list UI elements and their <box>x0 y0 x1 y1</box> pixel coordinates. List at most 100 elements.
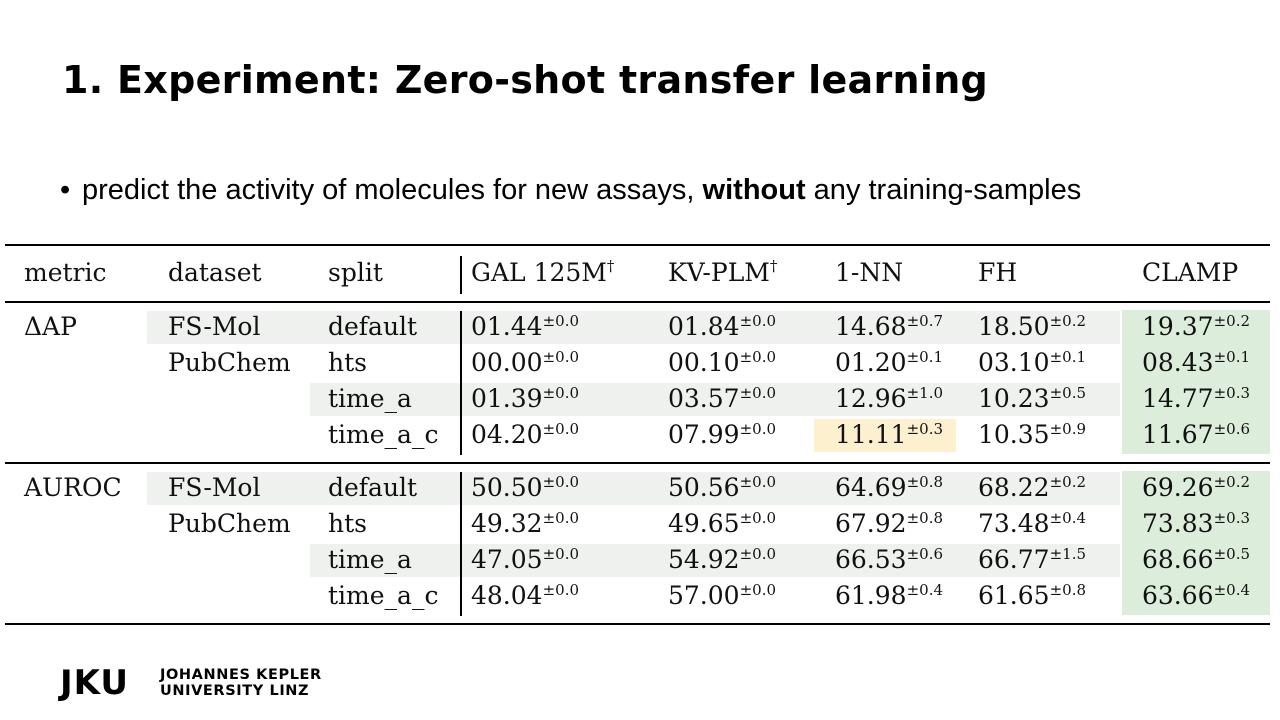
header-fh: FH <box>978 258 1018 287</box>
value-kvplm: 57.00±0.0 <box>668 581 776 614</box>
split-label: hts <box>328 348 367 377</box>
value-main: 61.65 <box>978 581 1050 610</box>
row-shade-0-0 <box>147 311 460 344</box>
split-label: time_a <box>328 545 412 574</box>
value-gal: 00.00±0.0 <box>471 348 579 381</box>
table-header-separator <box>460 256 462 294</box>
value-main: 03.10 <box>978 348 1050 377</box>
jku-logo-line2: UNIVERSITY LINZ <box>160 683 310 699</box>
value-std: ±0.3 <box>1213 384 1251 402</box>
value-gal: 49.32±0.0 <box>471 509 579 542</box>
value-std: ±0.5 <box>1049 384 1087 402</box>
split-label: default <box>328 312 418 341</box>
table-group1-separator <box>460 311 462 455</box>
split-label: time_a_c <box>328 420 439 449</box>
metric-label: AUROC <box>24 473 122 502</box>
value-main: 08.43 <box>1142 348 1214 377</box>
value-std: ±0.0 <box>542 348 580 366</box>
value-std: ±0.8 <box>906 509 944 527</box>
value-gal: 50.50±0.0 <box>471 473 579 506</box>
bullet-text-before: predict the activity of molecules for ne… <box>82 174 703 206</box>
value-main: 11.11 <box>835 420 907 449</box>
value-std: ±0.0 <box>739 581 777 599</box>
value-main: 68.22 <box>978 473 1050 502</box>
value-std: ±1.0 <box>906 384 944 402</box>
header-clamp: CLAMP <box>1142 258 1239 287</box>
value-clamp: 63.66±0.4 <box>1142 581 1250 614</box>
value-nn: 64.69±0.8 <box>835 473 943 506</box>
value-gal: 48.04±0.0 <box>471 581 579 614</box>
value-kvplm: 01.84±0.0 <box>668 312 776 345</box>
value-main: 07.99 <box>668 420 740 449</box>
value-main: 63.66 <box>1142 581 1214 610</box>
value-main: 49.32 <box>471 509 543 538</box>
value-nn: 61.98±0.4 <box>835 581 943 614</box>
value-main: 10.35 <box>978 420 1050 449</box>
value-std: ±0.0 <box>542 581 580 599</box>
jku-logo-line1: JOHANNES KEPLER <box>160 667 322 683</box>
value-main: 03.57 <box>668 384 740 413</box>
metric-label: ΔAP <box>24 312 77 341</box>
dataset-label: PubChem <box>168 509 291 538</box>
dataset-label: PubChem <box>168 348 291 377</box>
value-std: ±0.9 <box>1049 420 1087 438</box>
table-bottom-rule <box>5 623 1270 625</box>
table-header-rule <box>5 301 1270 303</box>
value-nn: 67.92±0.8 <box>835 509 943 542</box>
value-std: ±0.1 <box>1213 348 1251 366</box>
value-nn: 12.96±1.0 <box>835 384 943 417</box>
value-nn: 11.11±0.3 <box>835 420 943 453</box>
slide-title: 1. Experiment: Zero-shot transfer learni… <box>62 58 989 102</box>
bullet-point: • predict the activity of molecules for n… <box>60 174 1081 207</box>
value-clamp: 68.66±0.5 <box>1142 545 1250 578</box>
value-std: ±0.6 <box>906 545 944 563</box>
value-kvplm: 07.99±0.0 <box>668 420 776 453</box>
value-clamp: 08.43±0.1 <box>1142 348 1250 381</box>
value-main: 14.77 <box>1142 384 1214 413</box>
value-std: ±0.8 <box>906 473 944 491</box>
value-kvplm: 03.57±0.0 <box>668 384 776 417</box>
header-metric: metric <box>24 258 107 287</box>
value-std: ±0.0 <box>542 420 580 438</box>
value-main: 01.44 <box>471 312 543 341</box>
value-main: 47.05 <box>471 545 543 574</box>
value-std: ±0.2 <box>1049 473 1087 491</box>
value-main: 12.96 <box>835 384 907 413</box>
value-main: 64.69 <box>835 473 907 502</box>
value-fh: 10.23±0.5 <box>978 384 1086 417</box>
value-fh: 73.48±0.4 <box>978 509 1086 542</box>
value-main: 00.10 <box>668 348 740 377</box>
value-fh: 18.50±0.2 <box>978 312 1086 345</box>
value-std: ±1.5 <box>1049 545 1087 563</box>
value-main: 11.67 <box>1142 420 1214 449</box>
table-group2-separator <box>460 472 462 616</box>
value-std: ±0.0 <box>739 420 777 438</box>
split-label: time_a <box>328 384 412 413</box>
split-label: hts <box>328 509 367 538</box>
value-kvplm: 00.10±0.0 <box>668 348 776 381</box>
jku-logo-mark: JKU <box>60 663 130 703</box>
value-main: 61.98 <box>835 581 907 610</box>
value-std: ±0.6 <box>1213 420 1251 438</box>
value-kvplm: 49.65±0.0 <box>668 509 776 542</box>
value-main: 67.92 <box>835 509 907 538</box>
header-split: split <box>328 258 383 287</box>
header-nn: 1-NN <box>835 258 904 287</box>
value-main: 49.65 <box>668 509 740 538</box>
value-std: ±0.2 <box>1049 312 1087 330</box>
row-shade-values-1-2 <box>462 544 1120 577</box>
value-main: 73.83 <box>1142 509 1214 538</box>
value-std: ±0.0 <box>542 384 580 402</box>
value-main: 50.56 <box>668 473 740 502</box>
row-shade-values-0-2 <box>462 383 1120 416</box>
row-shade-split-0-2 <box>310 383 460 416</box>
value-main: 57.00 <box>668 581 740 610</box>
value-main: 00.00 <box>471 348 543 377</box>
value-gal: 04.20±0.0 <box>471 420 579 453</box>
value-std: ±0.0 <box>739 545 777 563</box>
value-std: ±0.0 <box>739 348 777 366</box>
clamp-highlight-1 <box>1122 471 1270 615</box>
value-std: ±0.0 <box>542 545 580 563</box>
value-main: 01.39 <box>471 384 543 413</box>
